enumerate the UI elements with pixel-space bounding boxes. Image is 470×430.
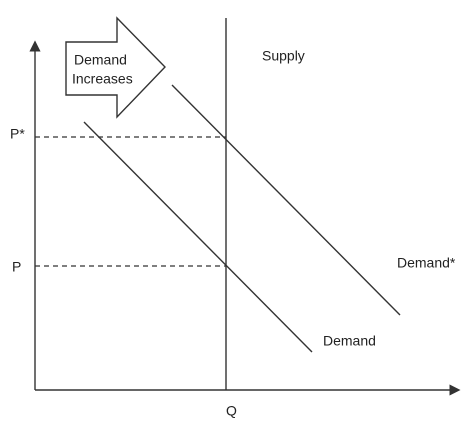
supply-label: Supply bbox=[262, 48, 305, 64]
arrow-label: Demand bbox=[74, 52, 127, 68]
quantity-label: Q bbox=[226, 403, 237, 419]
shift-arrow bbox=[65, 16, 166, 119]
price-new-label: P* bbox=[10, 126, 25, 142]
demand-curve bbox=[83, 121, 313, 353]
arrow-label: Increases bbox=[72, 71, 133, 87]
demand-new-label: Demand* bbox=[397, 255, 456, 271]
price-label: P bbox=[12, 259, 21, 275]
demand-new-curve bbox=[171, 84, 401, 316]
demand-label: Demand bbox=[323, 333, 376, 349]
